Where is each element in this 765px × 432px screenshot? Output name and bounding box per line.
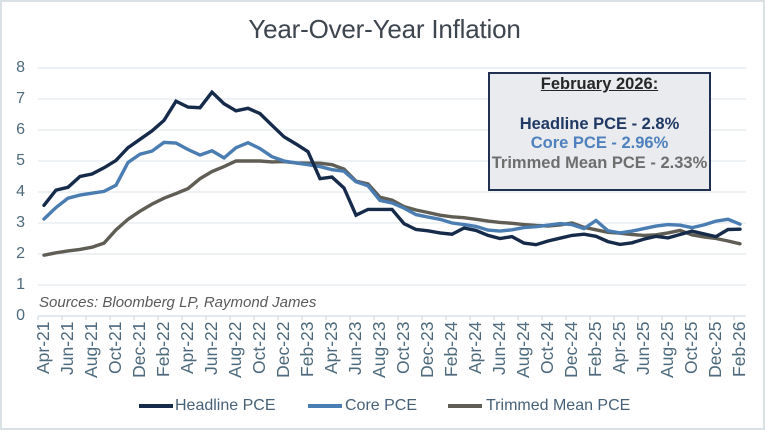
svg-text:Aug-24: Aug-24: [513, 321, 533, 378]
svg-text:3: 3: [16, 214, 25, 231]
svg-text:Oct-23: Oct-23: [393, 322, 413, 375]
svg-text:Jun-24: Jun-24: [489, 321, 509, 375]
svg-text:1: 1: [16, 276, 25, 293]
svg-text:Aug-23: Aug-23: [369, 322, 389, 378]
svg-text:Apr-21: Apr-21: [33, 322, 53, 375]
svg-text:Apr-23: Apr-23: [321, 322, 341, 375]
svg-text:4: 4: [16, 183, 25, 200]
svg-text:Apr-22: Apr-22: [177, 322, 197, 375]
svg-text:0: 0: [16, 307, 25, 324]
svg-text:Dec-25: Dec-25: [705, 322, 725, 378]
svg-text:Feb-22: Feb-22: [153, 322, 173, 377]
svg-text:2: 2: [16, 245, 25, 262]
svg-text:Dec-23: Dec-23: [417, 322, 437, 378]
svg-text:Dec-22: Dec-22: [273, 322, 293, 378]
svg-text:Apr-25: Apr-25: [609, 322, 629, 375]
svg-text:Oct-25: Oct-25: [681, 322, 701, 375]
svg-text:Dec-21: Dec-21: [129, 322, 149, 378]
svg-text:Aug-22: Aug-22: [225, 322, 245, 378]
svg-text:Feb-25: Feb-25: [585, 322, 605, 377]
svg-text:8: 8: [16, 59, 25, 76]
svg-text:Feb-26: Feb-26: [729, 322, 749, 377]
svg-text:Aug-25: Aug-25: [657, 322, 677, 378]
svg-text:Jun-25: Jun-25: [633, 322, 653, 376]
svg-text:Oct-21: Oct-21: [105, 322, 125, 375]
svg-text:Feb-24: Feb-24: [441, 321, 461, 377]
svg-text:5: 5: [16, 152, 25, 169]
svg-text:Feb-23: Feb-23: [297, 322, 317, 377]
svg-text:Jun-22: Jun-22: [201, 322, 221, 376]
svg-text:Oct-22: Oct-22: [249, 322, 269, 375]
svg-text:Jun-23: Jun-23: [345, 322, 365, 376]
svg-text:Jun-21: Jun-21: [57, 322, 77, 376]
svg-text:Aug-21: Aug-21: [81, 322, 101, 378]
svg-text:Dec-24: Dec-24: [561, 321, 581, 378]
svg-text:Apr-24: Apr-24: [465, 321, 485, 374]
svg-text:6: 6: [16, 121, 25, 138]
svg-text:7: 7: [16, 90, 25, 107]
svg-text:Oct-24: Oct-24: [537, 321, 557, 374]
